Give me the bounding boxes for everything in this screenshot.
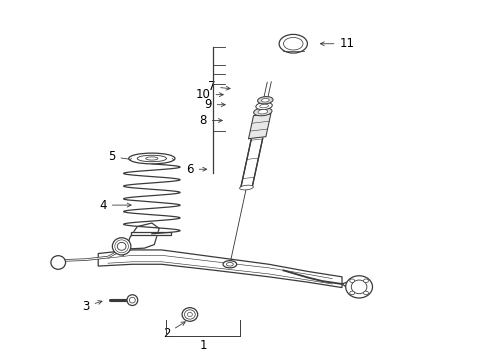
Ellipse shape — [257, 96, 272, 104]
Ellipse shape — [261, 98, 268, 102]
Ellipse shape — [51, 256, 65, 269]
Ellipse shape — [137, 155, 166, 162]
Ellipse shape — [345, 276, 372, 298]
Ellipse shape — [253, 108, 271, 116]
Ellipse shape — [283, 37, 303, 50]
Polygon shape — [248, 114, 270, 139]
Text: 1: 1 — [199, 339, 206, 352]
Text: 3: 3 — [82, 300, 102, 313]
Circle shape — [349, 291, 354, 295]
Ellipse shape — [184, 310, 195, 319]
Text: 5: 5 — [108, 150, 138, 163]
Ellipse shape — [255, 112, 268, 117]
Text: 2: 2 — [163, 322, 185, 340]
Text: 10: 10 — [195, 88, 223, 101]
Ellipse shape — [128, 153, 175, 164]
Ellipse shape — [182, 308, 197, 321]
Ellipse shape — [112, 238, 131, 255]
Ellipse shape — [187, 312, 192, 317]
Text: 9: 9 — [204, 98, 224, 111]
Ellipse shape — [239, 185, 253, 190]
Ellipse shape — [145, 157, 158, 160]
Polygon shape — [122, 223, 159, 255]
Text: 4: 4 — [99, 199, 131, 212]
Circle shape — [363, 279, 367, 283]
Polygon shape — [341, 280, 368, 293]
Polygon shape — [131, 232, 171, 234]
Text: 7: 7 — [207, 80, 230, 93]
Ellipse shape — [117, 242, 126, 250]
Ellipse shape — [350, 280, 366, 294]
Ellipse shape — [258, 109, 267, 114]
Circle shape — [349, 279, 354, 283]
Text: 6: 6 — [186, 163, 206, 176]
Ellipse shape — [255, 102, 272, 110]
Polygon shape — [240, 114, 267, 188]
Polygon shape — [98, 250, 341, 288]
Text: 11: 11 — [320, 37, 354, 50]
Circle shape — [363, 291, 367, 295]
Ellipse shape — [223, 261, 236, 268]
Ellipse shape — [127, 295, 138, 306]
Text: 8: 8 — [199, 114, 222, 127]
Ellipse shape — [279, 35, 307, 53]
